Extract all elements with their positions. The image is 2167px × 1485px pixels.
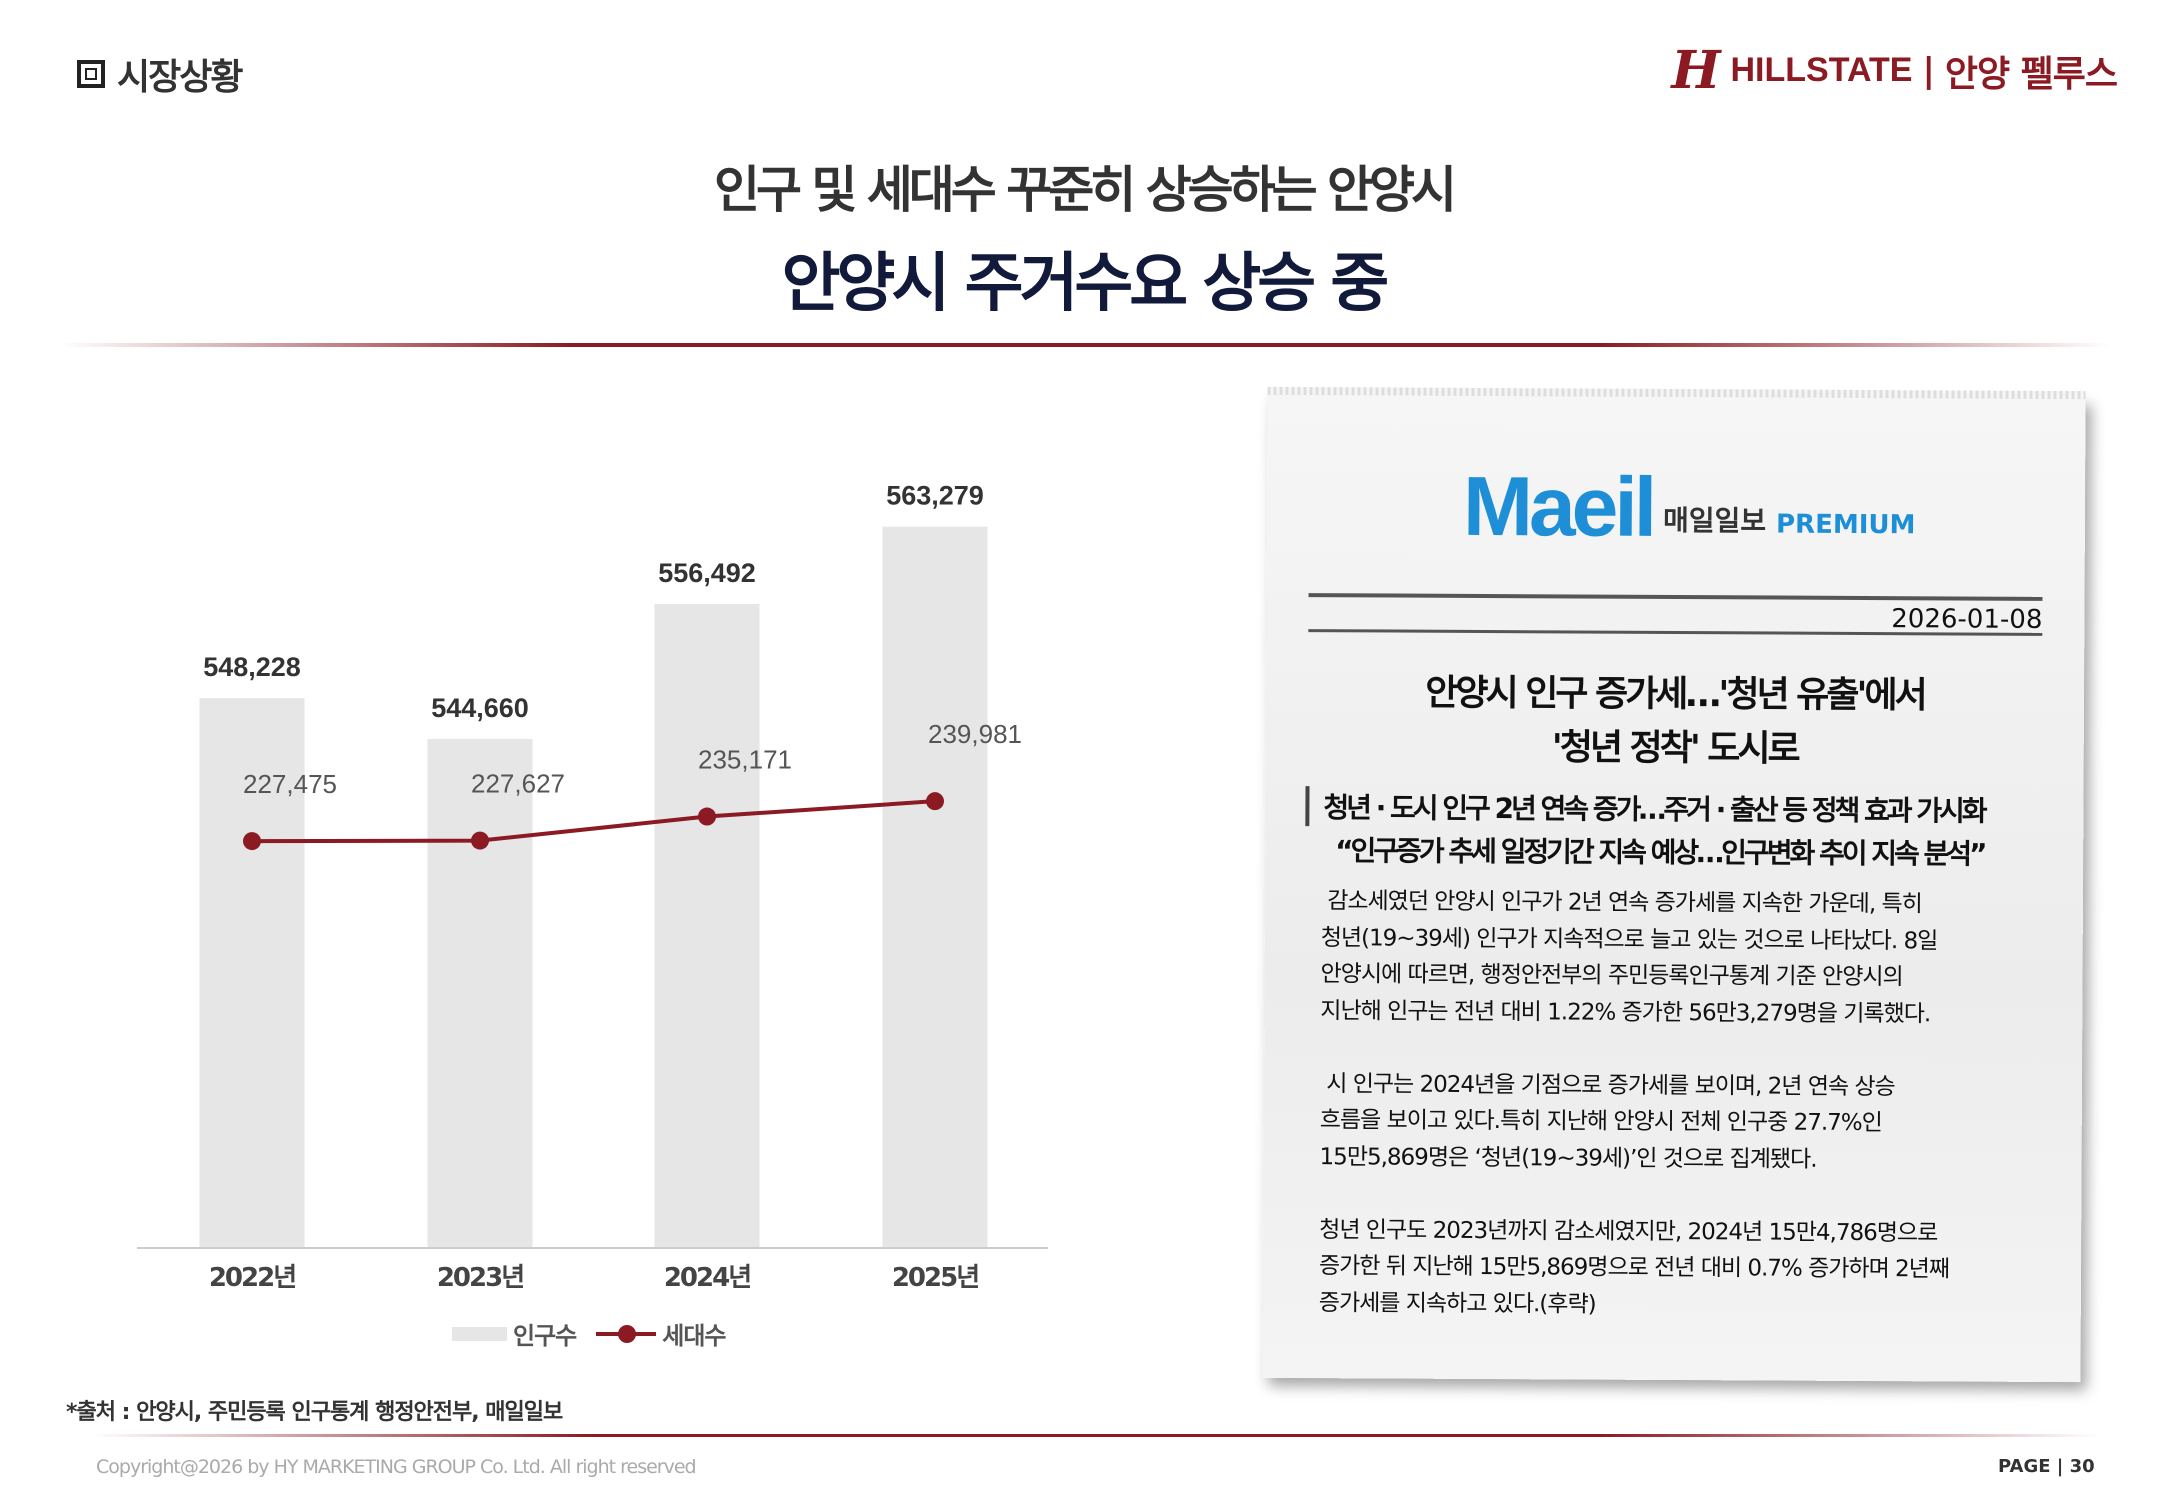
newspaper-logo: Maeil 매일일보 PREMIUM [1462,458,1916,554]
rule [1308,593,2043,601]
legend-swatch-line [596,1324,657,1343]
headline: 안양시 인구 증가세…'청년 유출'에서 [1425,672,1925,717]
headline: '청년 정착' 도시로 [1551,727,1798,770]
section-title: 시장상황 [117,57,243,98]
checkbox-square-icon [77,60,105,88]
article-date: 2026-01-08 [1891,604,2043,635]
logo-korean: 매일일보 [1662,503,1767,538]
brand-mark: H [1671,40,1721,101]
logo-text: Maeil [1462,458,1654,554]
page-number: PAGE | 30 [1998,1456,2095,1477]
brand-logo: H HILLSTATE | 안양 펠루스 [1671,40,2118,101]
line-value-label: 227,627 [471,769,565,799]
bar-value-label: 544,660 [431,693,529,723]
x-tick-label: 2023년 [437,1263,523,1293]
torn-edge [1267,386,2086,400]
x-tick-label: 2024년 [664,1263,750,1293]
line-value-label: 235,171 [698,745,792,775]
x-tick-label: 2022년 [209,1263,295,1293]
legend-label: 세대수 [662,1322,726,1350]
chart-legend: 인구수 세대수 [452,1316,727,1351]
line-point [926,792,944,811]
news-clipping: Maeil 매일일보 PREMIUM 2026-01-08 안양시 인구 증가세…'… [1262,386,2086,1383]
legend-swatch-bar [452,1326,507,1341]
bar-value-label: 563,279 [886,481,984,511]
bar [882,526,988,1248]
source-note: *출처 : 안양시, 주민등록 인구통계 행정안전부, 매일일보 [66,1400,563,1425]
section-label: 시장상황 [77,48,243,100]
subhead: “인구증가 추세 일정기간 지속 예상…인구변화 추이 지속 분석” [1335,834,1985,871]
line-point [698,807,716,826]
logo-premium: PREMIUM [1775,509,1916,541]
footer-divider [90,1434,2100,1437]
line-point [471,831,489,850]
line-value-label: 239,981 [928,719,1022,749]
project-name: 안양 펠루스 [1944,53,2118,95]
household-line [251,799,936,844]
x-tick-label: 2025년 [892,1263,978,1293]
bar [654,603,760,1248]
article-body: 감소세였던 안양시 인구가 2년 연속 증가세를 지속한 가운데, 특히 청년(… [1318,888,1950,1318]
line-point [243,832,261,851]
header-divider [60,343,2110,347]
bar [427,738,533,1248]
page-subtitle: 인구 및 세대수 꾸준히 상승하는 안양시 [713,161,1457,219]
bar [199,698,305,1248]
population-chart: 548,228 544,660 556,492 563,279 2022년 2023년 20… [137,481,1048,1293]
bar-value-label: 556,492 [658,558,756,588]
brand-name: HILLSTATE [1730,51,1913,89]
legend-label: 인구수 [513,1322,577,1350]
brand-separator: | [1922,50,1935,91]
page-title: 안양시 주거수요 상승 중 [781,247,1390,321]
bar-value-label: 548,228 [203,652,301,682]
line-value-label: 227,475 [243,769,337,799]
subhead: 청년 · 도시 인구 2년 연속 증가…주거 · 출산 등 정책 효과 가시화 [1305,786,1985,830]
copyright: Copyright@2026 by HY MARKETING GROUP Co.… [96,1456,697,1478]
